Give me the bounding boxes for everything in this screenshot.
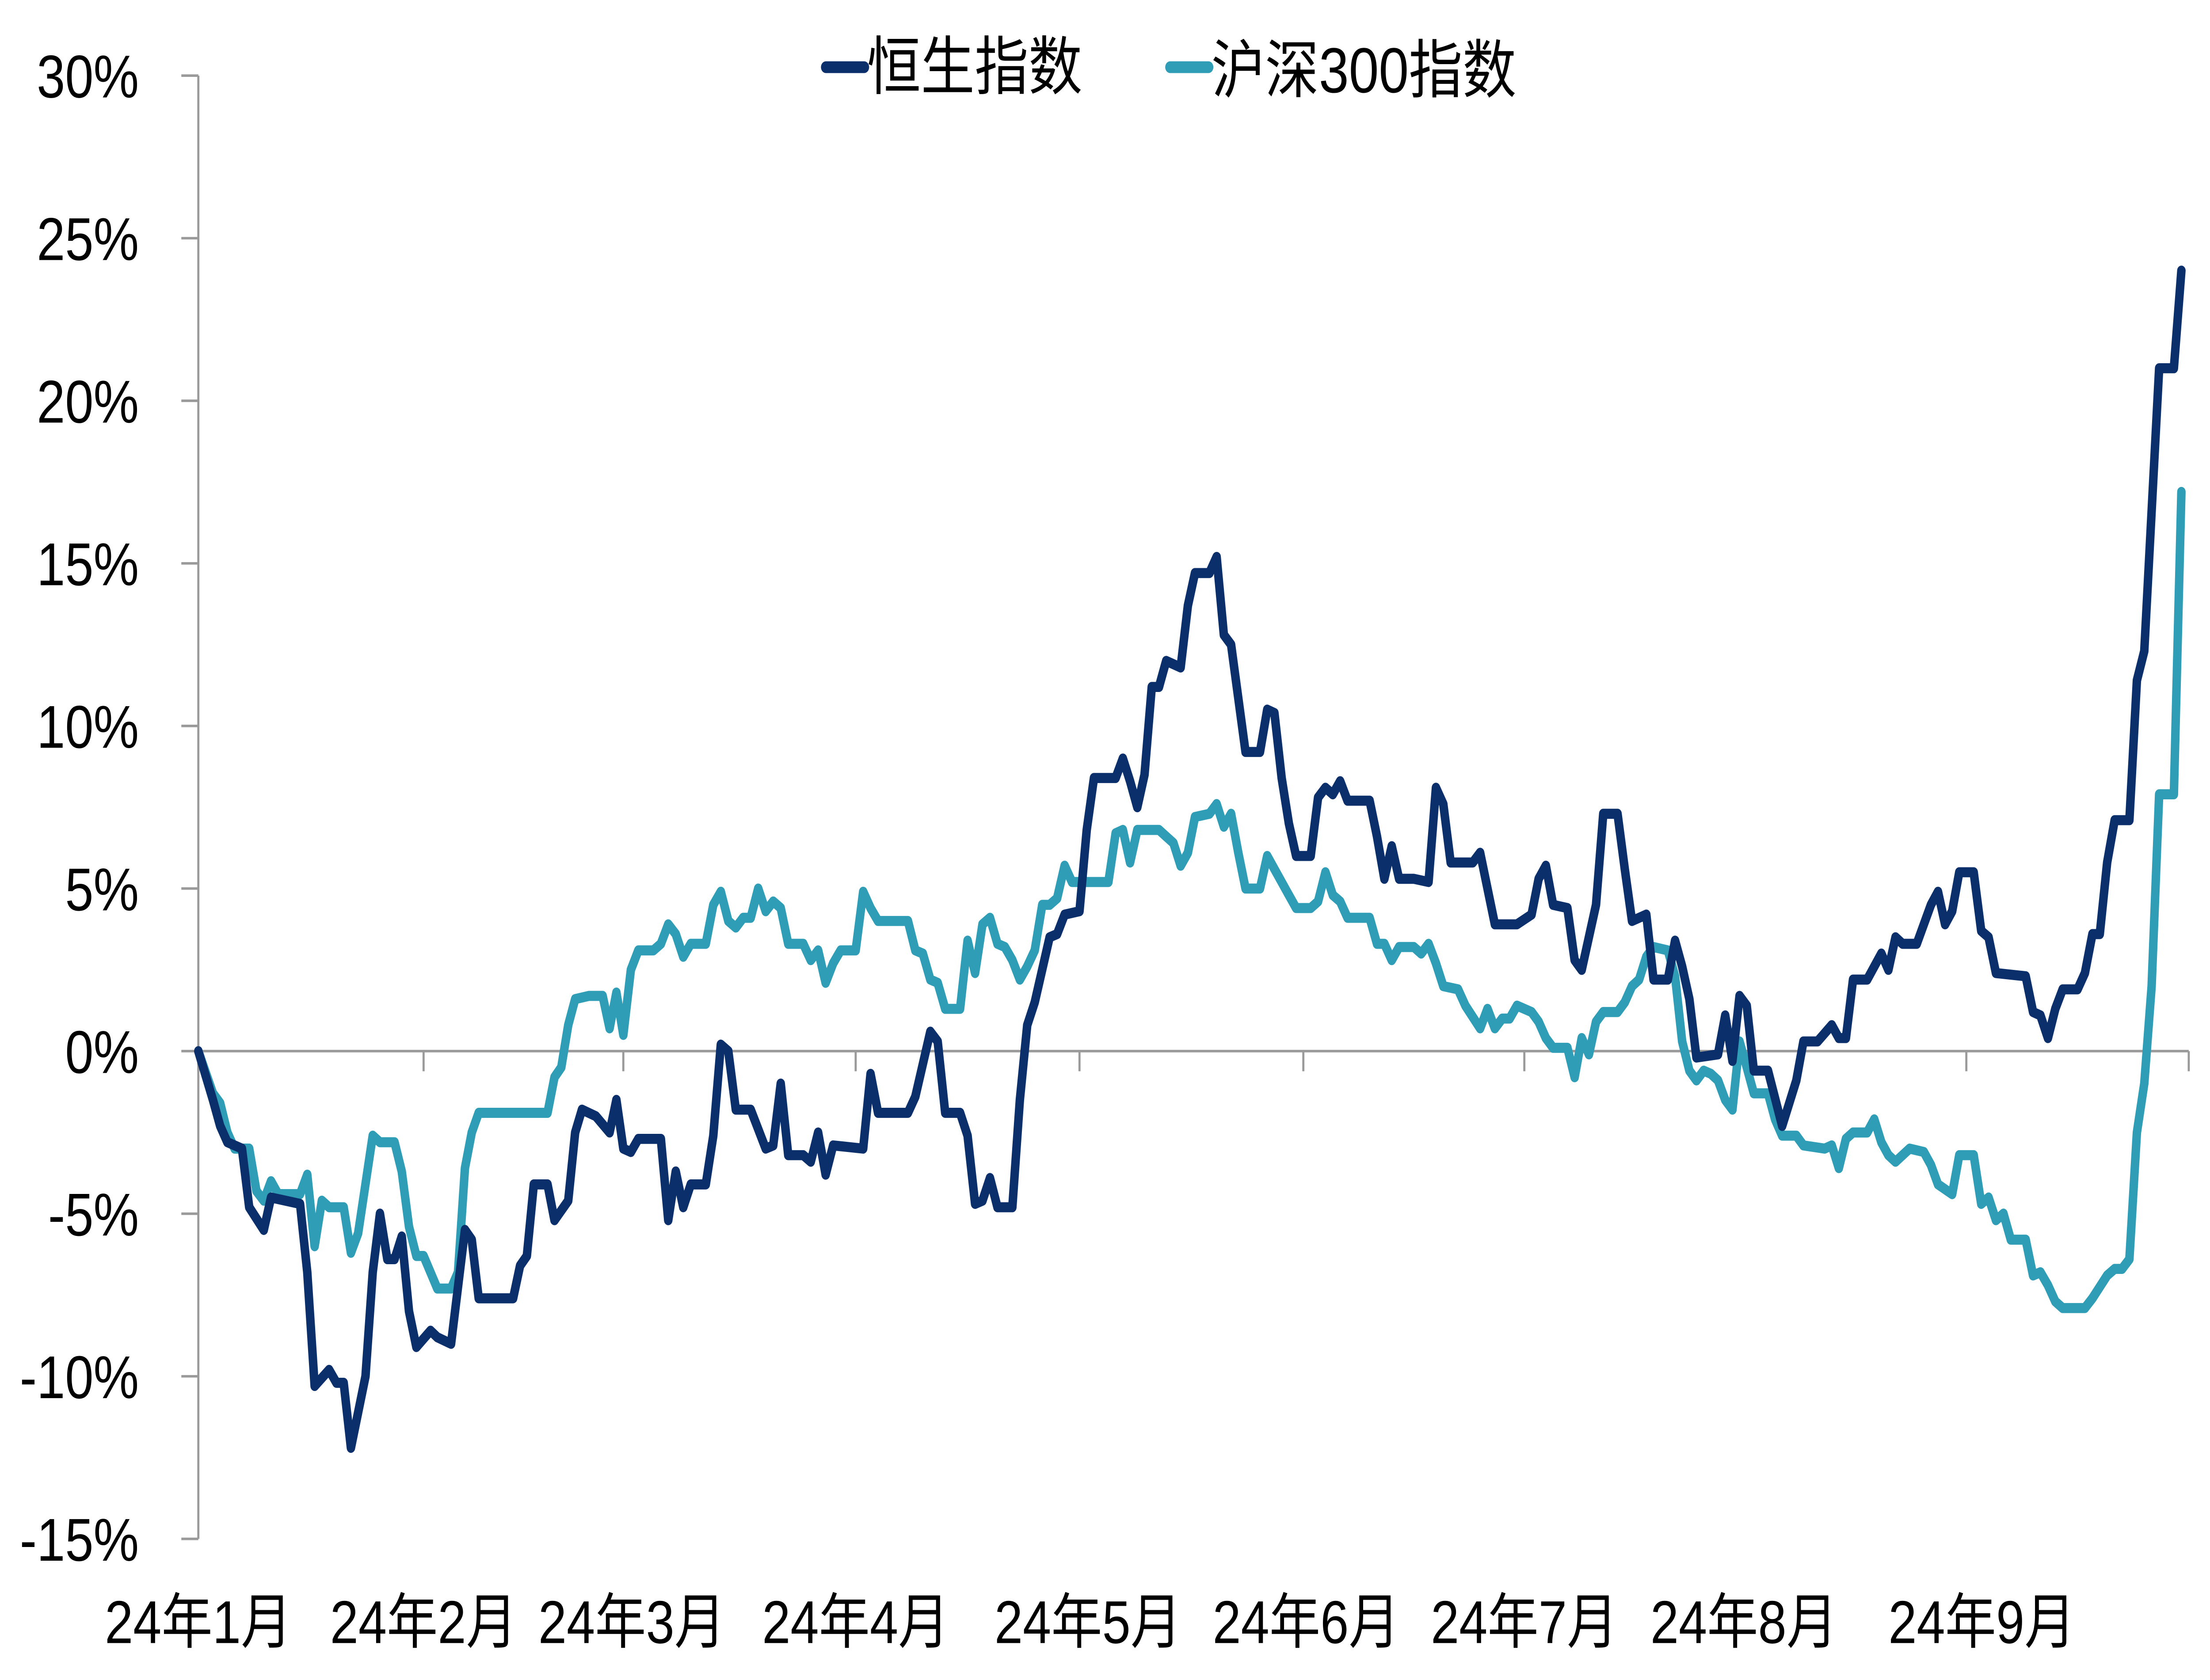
x-tick-label: 24年3月 [538,1588,725,1656]
legend-item-csi300: 沪深300指数 [1165,35,1517,106]
y-tick-label: -15% [20,1506,139,1574]
y-tick-label: -10% [20,1343,139,1411]
y-tick-label: 20% [37,368,139,436]
x-tick-label: 24年9月 [1888,1588,2075,1656]
y-tick-label: 5% [65,855,139,924]
legend-label-csi300: 沪深300指数 [1211,35,1516,106]
x-tick-label: 24年8月 [1650,1588,1837,1656]
y-axis-ticks: 30% 25% 20% 15% 10% 5% 0% -5% -10% -15% [20,42,198,1574]
x-tick-label: 24年1月 [105,1588,292,1656]
x-tick-label: 24年6月 [1212,1588,1399,1656]
y-tick-label: 30% [37,42,139,110]
series-line-hsi [194,266,2186,1453]
x-axis-ticks: 24年1月 24年2月 24年3月 24年4月 24年5月 24年6月 24年7月 24年8月… [105,1051,2190,1656]
axes [197,76,2189,1539]
x-tick-label: 24年7月 [1431,1588,1618,1656]
y-tick-label: 15% [37,530,139,598]
legend-label-hsi: 恒生指数 [867,32,1082,103]
series-lines [194,266,2186,1453]
y-tick-label: -5% [48,1181,139,1249]
series-line-csi300 [194,487,2186,1313]
x-tick-label: 24年4月 [762,1588,949,1656]
x-tick-label: 24年2月 [330,1588,517,1656]
y-tick-label: 0% [65,1018,139,1086]
x-tick-label: 24年5月 [994,1588,1181,1656]
legend-item-hsi: 恒生指数 [821,32,1082,103]
y-tick-label: 10% [37,693,139,761]
legend: 恒生指数 沪深300指数 [821,32,1517,106]
y-tick-label: 25% [37,205,139,273]
